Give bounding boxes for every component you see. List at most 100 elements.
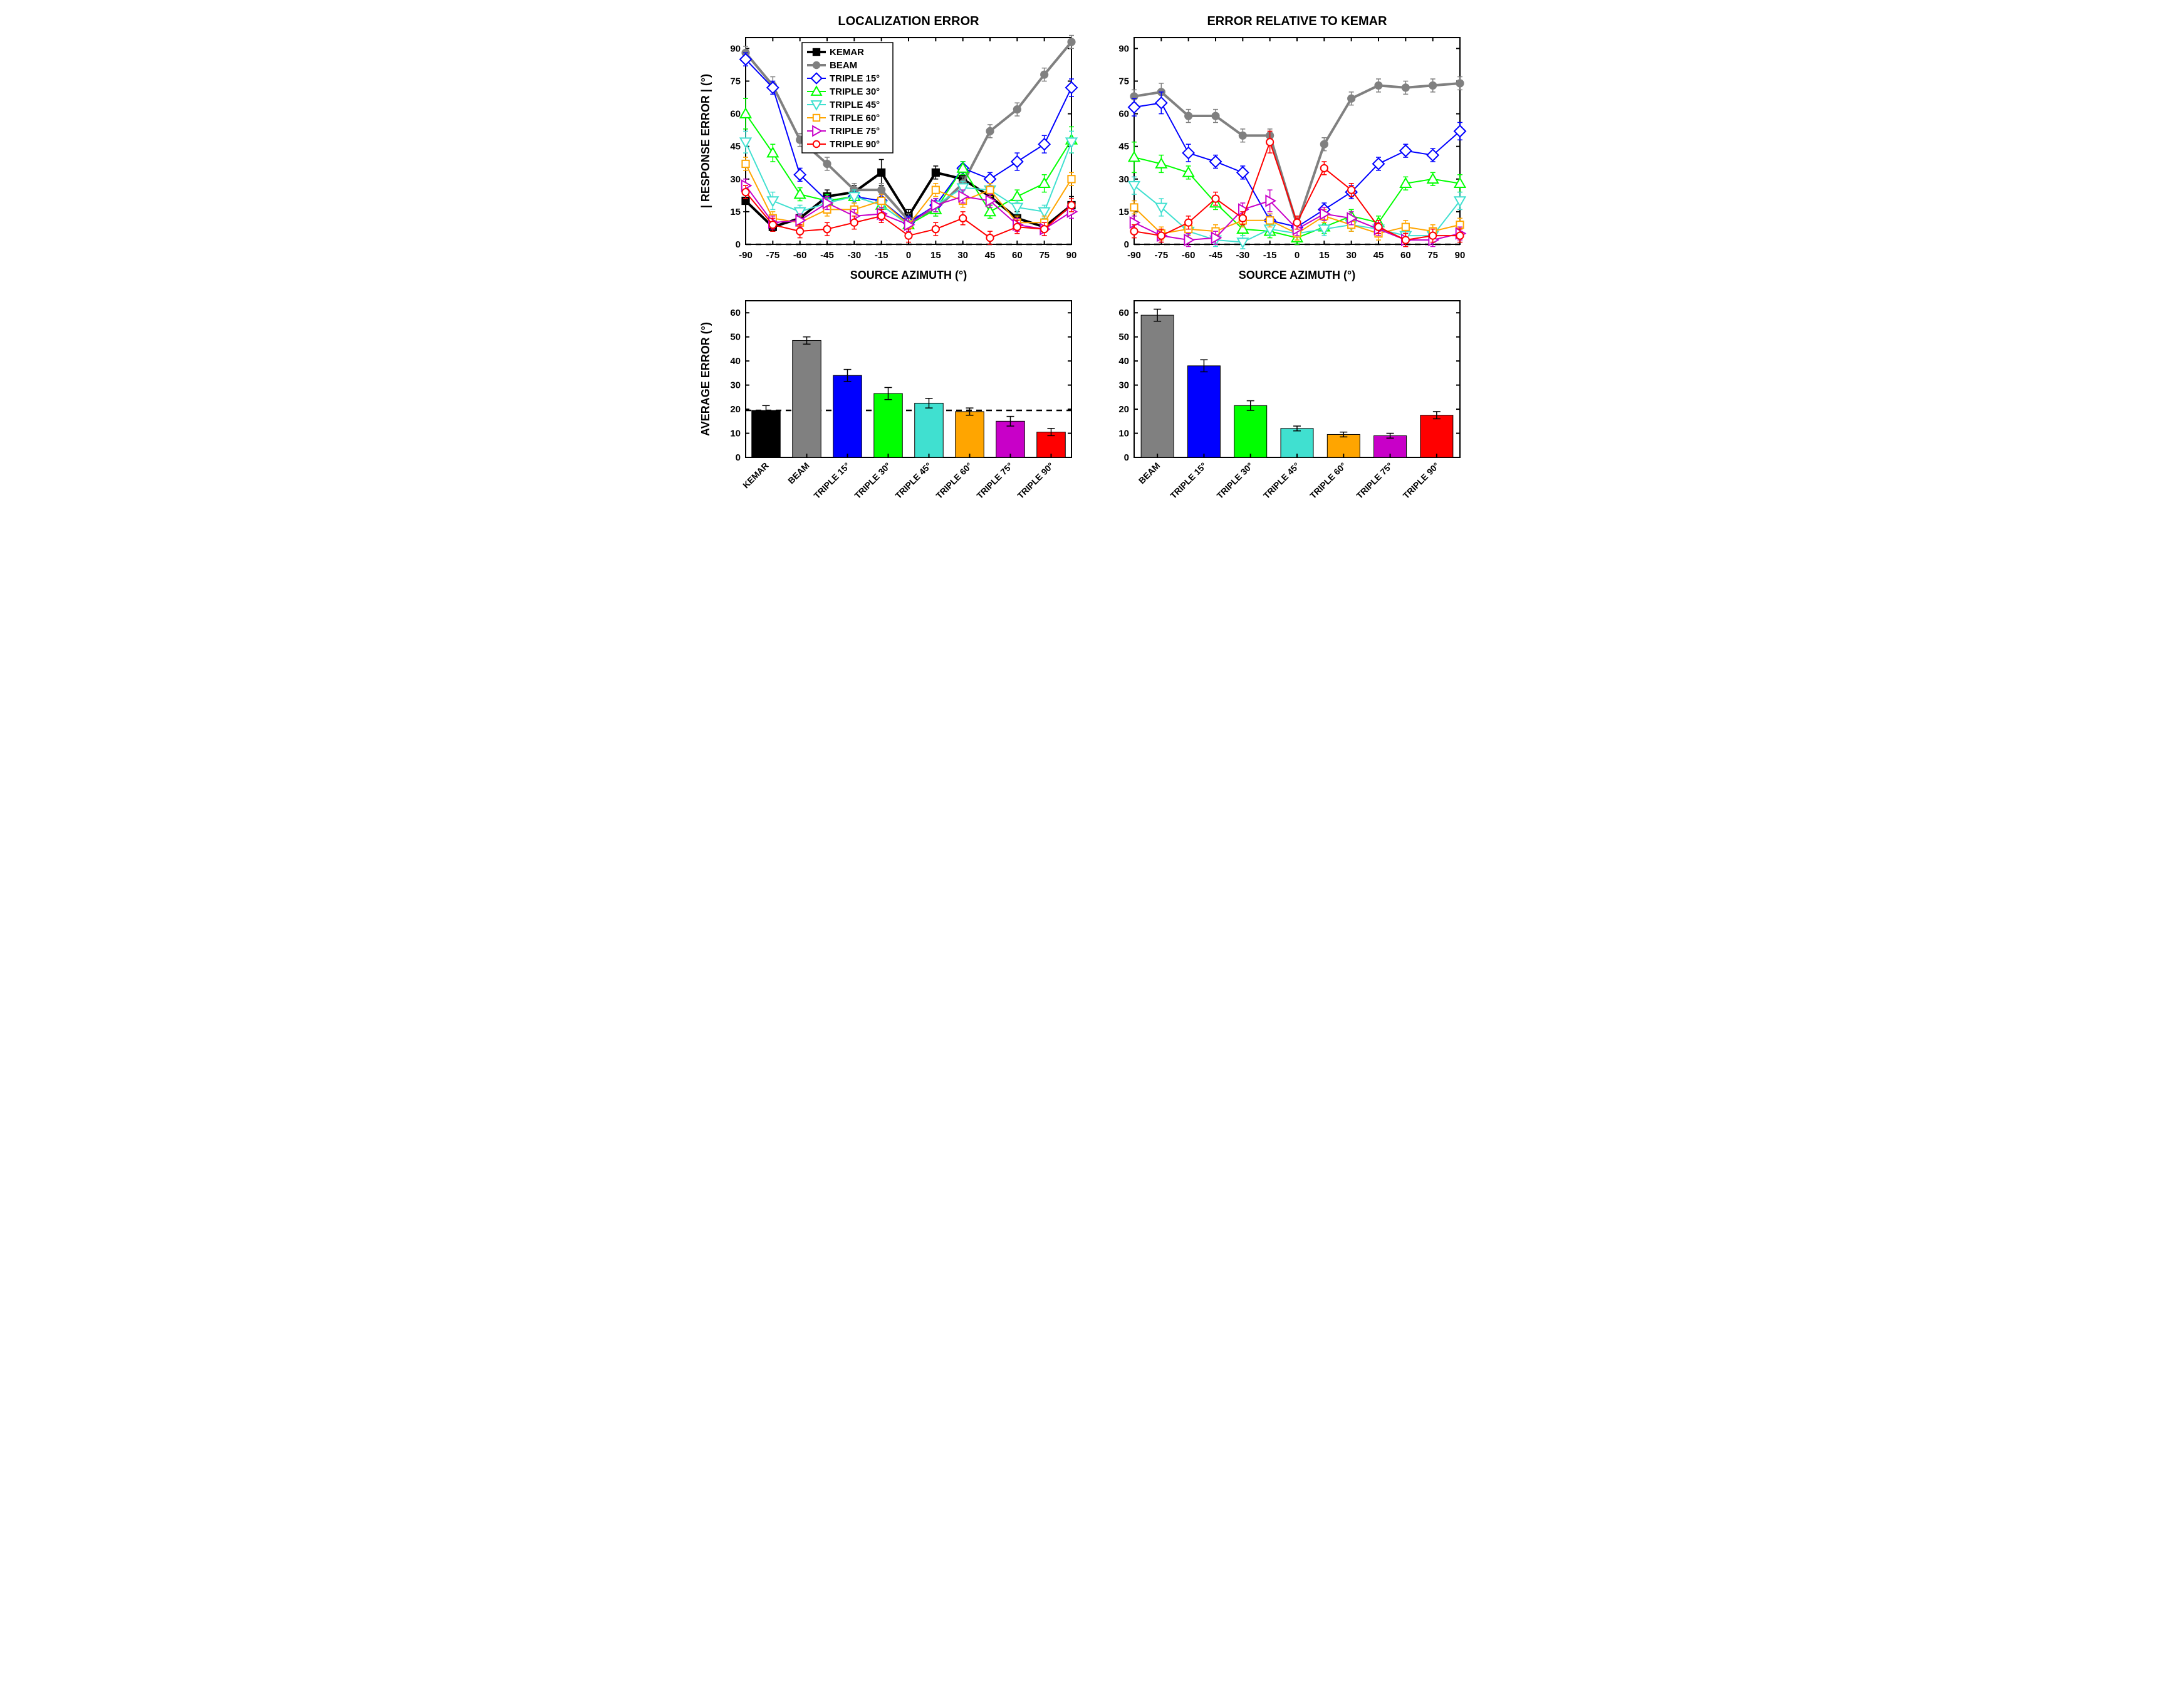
series-marker-triple15 — [1066, 82, 1077, 93]
bar-triple60 — [956, 412, 984, 457]
series-marker-triple30 — [1012, 191, 1023, 200]
ytick-label: 50 — [1118, 332, 1129, 343]
xtick-label: -30 — [847, 250, 861, 261]
series-line-triple15 — [1134, 103, 1460, 227]
xtick-label: 60 — [1400, 250, 1411, 261]
legend-label: TRIPLE 15° — [830, 73, 880, 84]
bar-label: BEAM — [1137, 461, 1162, 486]
bar-label: TRIPLE 75° — [974, 461, 1014, 501]
series-marker-triple30 — [741, 108, 751, 118]
series-marker-beam — [1429, 82, 1436, 89]
legend-label: KEMAR — [830, 47, 864, 58]
bar-label: TRIPLE 90° — [1015, 461, 1055, 501]
chart-error-relative: ERROR RELATIVE TO KEMAR0153045607590-90-… — [1084, 13, 1472, 288]
panel-bottom-left: 0102030405060KEMARBEAMTRIPLE 15°TRIPLE 3… — [696, 288, 1084, 526]
chart-average-error-right: 0102030405060BEAMTRIPLE 15°TRIPLE 30°TRI… — [1084, 288, 1472, 526]
series-marker-triple90 — [851, 219, 858, 226]
series-marker-triple30 — [985, 206, 996, 216]
series-marker-triple90 — [1375, 224, 1382, 231]
series-marker-triple60 — [1266, 217, 1273, 224]
xtick-label: 60 — [1012, 250, 1023, 261]
series-marker-beam — [878, 187, 885, 194]
series-marker-triple90 — [1041, 226, 1048, 232]
xtick-label: 15 — [1319, 250, 1330, 261]
series-marker-triple90 — [905, 232, 912, 239]
bar-kemar — [752, 410, 781, 457]
series-marker-triple90 — [1158, 232, 1165, 239]
legend-label: TRIPLE 30° — [830, 86, 880, 97]
xtick-label: 30 — [957, 250, 968, 261]
ytick-label: 10 — [730, 429, 741, 439]
xtick-label: 15 — [930, 250, 941, 261]
series-marker-beam — [1185, 112, 1192, 119]
series-marker-triple90 — [1130, 228, 1137, 235]
series-marker-triple45 — [768, 197, 778, 206]
series-marker-beam — [1321, 141, 1328, 148]
xtick-label: -90 — [739, 250, 753, 261]
figure-grid: LOCALIZATION ERROR0153045607590-90-75-60… — [696, 13, 1472, 526]
series-marker-triple60 — [1130, 204, 1137, 211]
series-marker-beam — [1068, 38, 1075, 45]
bar-label: TRIPLE 30° — [1215, 461, 1255, 501]
series-marker-triple75 — [1130, 217, 1140, 228]
series-marker-triple90 — [1321, 165, 1328, 172]
panel-bottom-right: 0102030405060BEAMTRIPLE 15°TRIPLE 30°TRI… — [1084, 288, 1472, 526]
xlabel: SOURCE AZIMUTH (°) — [1239, 269, 1356, 281]
bar-label: TRIPLE 90° — [1401, 461, 1441, 501]
legend-label: TRIPLE 75° — [830, 126, 880, 137]
ytick-label: 60 — [730, 308, 741, 318]
ylabel: | RESPONSE ERROR | (°) — [699, 74, 712, 208]
series-marker-triple30 — [1129, 152, 1140, 162]
series-marker-beam — [1402, 84, 1409, 91]
bar-label: TRIPLE 15° — [811, 461, 852, 501]
xtick-label: -90 — [1127, 250, 1141, 261]
bar-label: TRIPLE 30° — [852, 461, 892, 501]
ylabel: AVERAGE ERROR (°) — [699, 322, 712, 436]
series-marker-kemar — [878, 169, 885, 176]
ytick-label: 60 — [1118, 109, 1129, 120]
series-marker-triple90 — [742, 189, 749, 195]
series-marker-triple15 — [1183, 147, 1194, 159]
series-marker-triple90 — [1185, 219, 1192, 226]
bar-label: TRIPLE 60° — [1308, 461, 1348, 501]
series-marker-triple30 — [1427, 174, 1438, 183]
bar-label: KEMAR — [741, 461, 771, 491]
series-marker-triple45 — [1238, 238, 1248, 247]
chart-title: ERROR RELATIVE TO KEMAR — [1207, 14, 1387, 28]
bar-beam — [1141, 315, 1174, 457]
ytick-label: 20 — [1118, 404, 1129, 415]
series-marker-triple90 — [1456, 232, 1463, 239]
series-marker-triple15 — [1400, 145, 1411, 157]
series-marker-beam — [1239, 132, 1246, 139]
series-marker-triple90 — [1293, 219, 1300, 226]
chart-title: LOCALIZATION ERROR — [838, 14, 979, 28]
bar-label: TRIPLE 45° — [893, 461, 933, 501]
ytick-label: 60 — [730, 109, 741, 120]
xtick-label: -60 — [793, 250, 807, 261]
legend-label: BEAM — [830, 60, 857, 71]
series-marker-triple90 — [959, 215, 966, 222]
ytick-label: 75 — [730, 76, 741, 86]
ytick-label: 90 — [730, 43, 741, 54]
series-marker-triple60 — [878, 197, 885, 204]
bar-triple45 — [915, 403, 944, 457]
xtick-label: -15 — [1263, 250, 1277, 261]
series-marker-triple90 — [878, 212, 885, 219]
ytick-label: 75 — [1118, 76, 1129, 86]
series-marker-triple60 — [742, 160, 749, 167]
ytick-label: 30 — [730, 380, 741, 391]
series-marker-triple90 — [796, 228, 803, 235]
series-marker-triple90 — [986, 234, 993, 241]
ytick-label: 0 — [1124, 239, 1129, 250]
xtick-label: 30 — [1346, 250, 1357, 261]
legend-label: TRIPLE 60° — [830, 113, 880, 123]
xtick-label: -75 — [766, 250, 779, 261]
bar-triple15 — [1187, 366, 1220, 457]
ytick-label: 40 — [1118, 356, 1129, 367]
ytick-label: 50 — [730, 332, 741, 343]
series-marker-beam — [1348, 95, 1355, 102]
ytick-label: 30 — [1118, 380, 1129, 391]
bar-label: TRIPLE 75° — [1354, 461, 1394, 501]
series-marker-triple90 — [823, 226, 830, 232]
series-marker-triple90 — [932, 226, 939, 232]
